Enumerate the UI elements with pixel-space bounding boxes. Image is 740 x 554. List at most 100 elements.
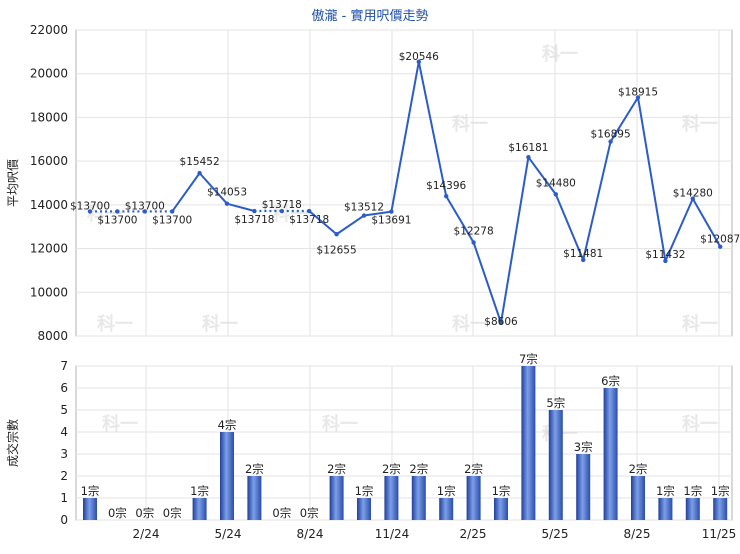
volume-bar-label: 2宗 bbox=[629, 462, 648, 476]
price-line-segment bbox=[527, 156, 557, 195]
price-point bbox=[361, 213, 367, 218]
price-data-label: $8606 bbox=[484, 316, 518, 328]
volume-bar bbox=[658, 498, 673, 520]
price-y-axis-label: 平均呎價 bbox=[6, 159, 20, 207]
volume-bar-label: 1宗 bbox=[81, 484, 100, 498]
watermark-text: 科一 bbox=[682, 313, 718, 335]
volume-bar bbox=[494, 498, 508, 520]
volume-bar bbox=[603, 388, 618, 520]
volume-bar bbox=[685, 498, 700, 520]
price-y-tick-label: 20000 bbox=[30, 67, 68, 81]
price-point bbox=[334, 232, 339, 237]
price-line-segment bbox=[445, 195, 475, 244]
price-data-label: $13718 bbox=[289, 214, 329, 226]
volume-bar-label: 0宗 bbox=[108, 506, 127, 520]
volume-bar bbox=[83, 498, 97, 520]
price-y-tick-label: 22000 bbox=[30, 23, 68, 37]
volume-bar-label: 7宗 bbox=[519, 352, 538, 366]
price-point bbox=[663, 258, 668, 264]
watermark-text: 科一 bbox=[682, 113, 718, 135]
volume-bar-label: 2宗 bbox=[245, 462, 264, 476]
volume-bar-label: 0宗 bbox=[272, 506, 291, 520]
price-data-label: $13512 bbox=[344, 202, 384, 214]
volume-y-tick-label: 1 bbox=[60, 491, 68, 505]
volume-bar-label: 1宗 bbox=[492, 484, 511, 498]
price-point bbox=[416, 59, 421, 64]
volume-bar-label: 2宗 bbox=[327, 462, 346, 476]
volume-bar bbox=[576, 454, 591, 520]
price-data-label: $11432 bbox=[645, 249, 685, 261]
price-point bbox=[389, 209, 394, 214]
price-data-label: $13700 bbox=[125, 200, 165, 212]
volume-bar-label: 5宗 bbox=[546, 396, 565, 410]
x-tick-label: 5/25 bbox=[542, 527, 569, 541]
volume-bar bbox=[713, 498, 728, 520]
x-tick-label: 11/24 bbox=[375, 527, 410, 541]
price-point bbox=[252, 208, 257, 214]
price-point bbox=[526, 154, 531, 160]
watermark-text: 科一 bbox=[272, 203, 308, 225]
price-data-label: $18915 bbox=[618, 86, 658, 98]
price-y-tick-label: 14000 bbox=[30, 198, 68, 212]
volume-bar-label: 4宗 bbox=[218, 418, 237, 432]
volume-y-tick-label: 7 bbox=[60, 359, 68, 373]
price-line-segment bbox=[609, 96, 639, 143]
volume-bar-label: 2宗 bbox=[382, 462, 401, 476]
watermark-text: 科一 bbox=[202, 313, 238, 335]
price-line-segment bbox=[691, 198, 722, 248]
volume-y-tick-label: 2 bbox=[60, 469, 68, 483]
price-data-label: $20546 bbox=[399, 51, 439, 63]
price-line-segment bbox=[637, 97, 667, 262]
volume-bar-label: 3宗 bbox=[574, 440, 593, 454]
price-point bbox=[279, 208, 284, 214]
price-data-label: $13691 bbox=[371, 215, 411, 227]
volume-bar bbox=[411, 476, 426, 520]
price-plot-area bbox=[75, 29, 733, 337]
watermark-text: 科一 bbox=[452, 113, 488, 135]
price-y-tick-label: 10000 bbox=[30, 285, 68, 299]
price-line-segment bbox=[664, 198, 694, 262]
watermark-text: 科一 bbox=[452, 313, 488, 335]
price-data-label: $11481 bbox=[563, 248, 603, 260]
price-y-tick-label: 18000 bbox=[30, 110, 68, 124]
volume-bar bbox=[439, 498, 454, 520]
volume-bar-label: 2宗 bbox=[409, 462, 428, 476]
volume-bar-label: 1宗 bbox=[711, 484, 730, 498]
price-point bbox=[718, 244, 723, 249]
volume-bar-label: 1宗 bbox=[190, 484, 209, 498]
price-point bbox=[608, 139, 613, 144]
volume-bar bbox=[631, 476, 645, 520]
price-data-label: $13718 bbox=[234, 214, 274, 226]
volume-bar-label: 1宗 bbox=[683, 484, 702, 498]
price-data-label: $15452 bbox=[180, 156, 220, 168]
volume-y-tick-label: 4 bbox=[60, 425, 68, 439]
price-line-segment bbox=[308, 210, 338, 236]
price-point bbox=[581, 257, 586, 263]
price-line-segment bbox=[336, 214, 365, 236]
volume-bar bbox=[247, 476, 262, 520]
volume-bar-label: 1宗 bbox=[656, 484, 675, 498]
price-point bbox=[87, 209, 93, 214]
volume-y-tick-label: 3 bbox=[60, 447, 68, 461]
volume-y-tick-label: 5 bbox=[60, 403, 68, 417]
price-line-segment bbox=[226, 202, 255, 212]
price-line-segment bbox=[390, 61, 420, 212]
volume-bar bbox=[357, 498, 371, 520]
volume-bar bbox=[521, 366, 536, 520]
volume-bar-label: 2宗 bbox=[464, 462, 483, 476]
price-line-segment bbox=[554, 193, 585, 261]
price-data-label: $14053 bbox=[207, 187, 247, 199]
price-line-segment bbox=[198, 172, 228, 205]
volume-bar-label: 1宗 bbox=[355, 484, 374, 498]
price-y-tick-label: 16000 bbox=[30, 154, 68, 168]
price-line-segment bbox=[472, 242, 502, 324]
volume-y-tick-label: 0 bbox=[60, 513, 68, 527]
price-data-label: $13718 bbox=[262, 199, 302, 211]
price-data-label: $14396 bbox=[426, 180, 466, 192]
volume-plot-area bbox=[75, 365, 733, 521]
price-data-label: $13700 bbox=[152, 214, 192, 226]
volume-bar bbox=[548, 410, 563, 520]
watermark-text: 科一 bbox=[102, 413, 138, 435]
